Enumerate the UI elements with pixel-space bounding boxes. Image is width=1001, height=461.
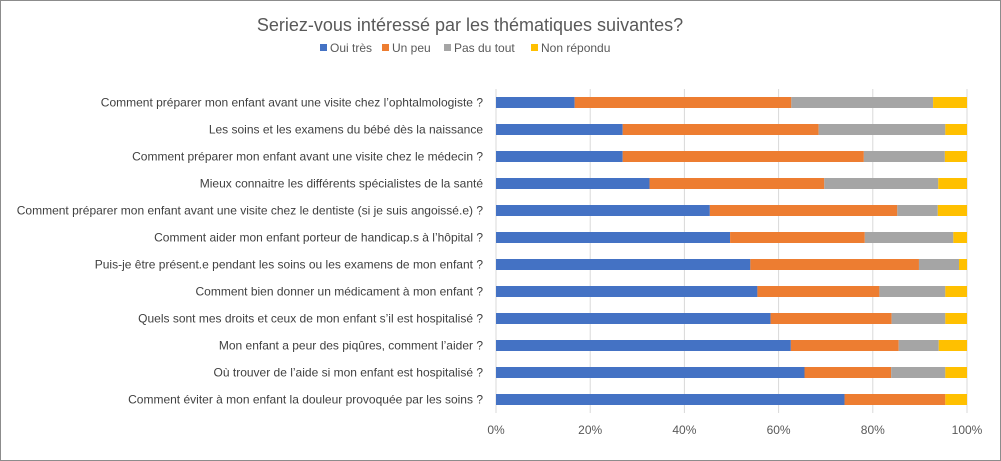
bar-segment xyxy=(496,205,710,216)
bar-segment xyxy=(496,340,791,351)
category-label: Les soins et les examens du bébé dès la … xyxy=(209,123,483,137)
bar-segment xyxy=(891,367,946,378)
legend-label: Pas du tout xyxy=(454,41,515,55)
bar-segment xyxy=(933,97,967,108)
category-label: Où trouver de l’aide si mon enfant est h… xyxy=(214,366,484,380)
bars xyxy=(496,97,967,405)
bar-segment xyxy=(496,124,623,135)
bar-segment xyxy=(574,97,792,108)
bar-segment xyxy=(622,124,819,135)
legend-label: Non répondu xyxy=(541,41,610,55)
bar-segment xyxy=(622,151,864,162)
bar-segment xyxy=(730,232,865,243)
category-label: Comment éviter à mon enfant la douleur p… xyxy=(128,393,483,407)
bar-segment xyxy=(937,205,967,216)
bar-segment xyxy=(945,367,967,378)
category-label: Comment bien donner un médicament à mon … xyxy=(195,285,483,299)
legend-label: Un peu xyxy=(392,41,431,55)
bar-segment xyxy=(863,151,945,162)
x-axis-ticks: 0% 20% 40% 60% 80% 100% xyxy=(487,423,982,437)
bar-segment xyxy=(945,313,967,324)
bar-segment xyxy=(496,259,751,270)
bar-segment xyxy=(496,286,758,297)
bar-segment xyxy=(818,124,946,135)
legend-swatch xyxy=(531,44,538,51)
bar-segment xyxy=(938,178,967,189)
bar-segment xyxy=(496,313,771,324)
x-tick-label: 80% xyxy=(861,423,885,437)
category-label: Comment préparer mon enfant avant une vi… xyxy=(17,204,484,218)
bar-segment xyxy=(750,259,919,270)
category-label: Comment préparer mon enfant avant une vi… xyxy=(101,96,484,110)
bar-segment xyxy=(757,286,880,297)
category-label: Puis-je être présent.e pendant les soins… xyxy=(95,258,484,272)
bar-segment xyxy=(945,394,967,405)
legend-swatch xyxy=(382,44,389,51)
bar-segment xyxy=(496,232,731,243)
bar-segment xyxy=(496,97,575,108)
bar-segment xyxy=(918,259,959,270)
bar-segment xyxy=(897,205,938,216)
chart-title: Seriez-vous intéressé par les thématique… xyxy=(257,15,683,35)
bar-segment xyxy=(879,286,946,297)
x-tick-label: 20% xyxy=(578,423,602,437)
category-labels: Comment préparer mon enfant avant une vi… xyxy=(17,96,484,407)
legend-label: Oui très xyxy=(330,41,372,55)
category-label: Quels sont mes droits et ceux de mon enf… xyxy=(138,312,483,326)
bar-segment xyxy=(791,97,934,108)
bar-segment xyxy=(938,340,967,351)
x-tick-label: 40% xyxy=(672,423,696,437)
x-tick-label: 100% xyxy=(952,423,983,437)
bar-segment xyxy=(709,205,898,216)
bar-segment xyxy=(770,313,892,324)
category-label: Mon enfant a peur des piqûres, comment l… xyxy=(219,339,483,353)
bar-segment xyxy=(790,340,899,351)
legend: Oui très Un peu Pas du tout Non répondu xyxy=(320,41,610,55)
bar-segment xyxy=(804,367,892,378)
bar-segment xyxy=(649,178,825,189)
bar-segment xyxy=(945,124,967,135)
legend-swatch xyxy=(320,44,327,51)
bar-segment xyxy=(958,259,967,270)
x-tick-label: 60% xyxy=(767,423,791,437)
bar-segment xyxy=(496,178,650,189)
x-tick-label: 0% xyxy=(487,423,505,437)
category-label: Mieux connaitre les différents spécialis… xyxy=(200,177,484,191)
bar-segment xyxy=(898,340,939,351)
gridlines xyxy=(495,89,968,413)
bar-segment xyxy=(864,232,954,243)
category-label: Comment préparer mon enfant avant une vi… xyxy=(132,150,483,164)
category-label: Comment aider mon enfant porteur de hand… xyxy=(154,231,483,245)
bar-segment xyxy=(496,367,805,378)
bar-segment xyxy=(945,286,967,297)
bar-segment xyxy=(496,151,623,162)
bar-segment xyxy=(844,394,946,405)
bar-segment xyxy=(944,151,967,162)
bar-segment xyxy=(953,232,967,243)
legend-swatch xyxy=(444,44,451,51)
bar-segment xyxy=(496,394,845,405)
bar-segment xyxy=(891,313,946,324)
bar-segment xyxy=(824,178,939,189)
